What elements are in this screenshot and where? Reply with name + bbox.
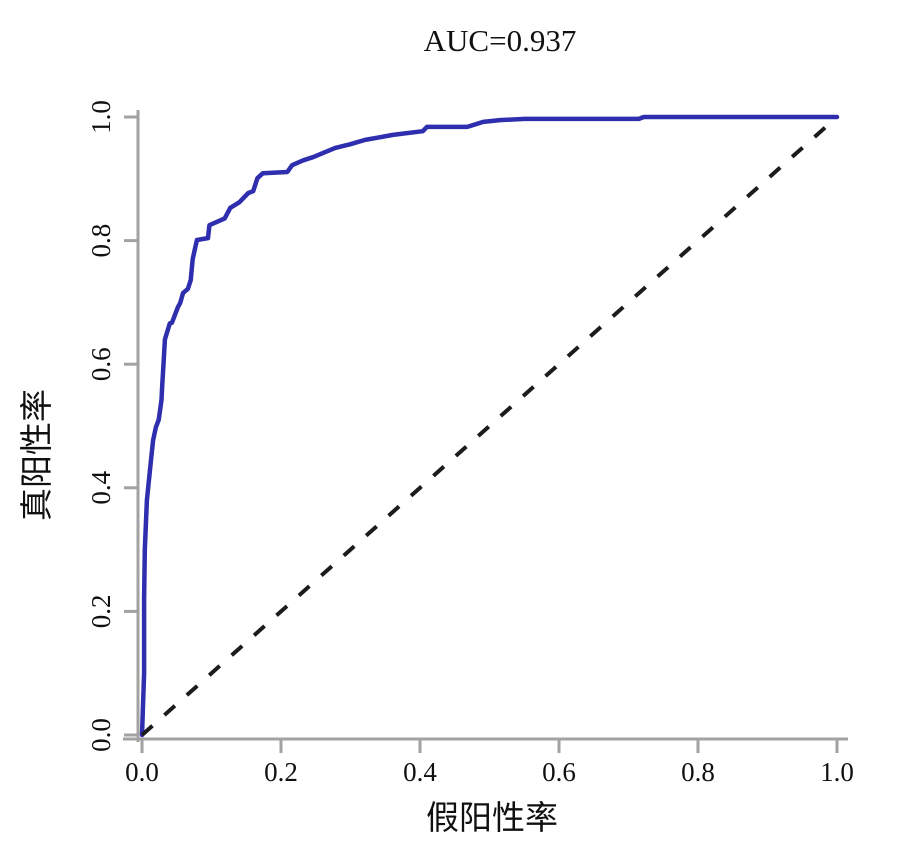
chart-title: AUC=0.937 [424, 23, 577, 58]
y-tick-label: 0.2 [86, 595, 116, 629]
axes-layer: 0.0 0.2 0.4 0.6 0.8 1.0 0.0 0.2 0.4 0.6 0.8 1.0 [86, 100, 854, 787]
x-tick-label: 0.2 [264, 757, 298, 787]
y-axis-label: 真阳性率 [19, 389, 56, 521]
roc-curve-line [139, 114, 840, 738]
x-axis-label: 假阳性率 [426, 800, 558, 837]
x-tick-label: 1.0 [820, 757, 854, 787]
x-tick-label: 0.4 [403, 757, 437, 787]
chance-diagonal-line [140, 115, 839, 737]
y-tick-label: 0.0 [86, 718, 116, 752]
series-layer [139, 114, 840, 738]
y-tick-label: 0.6 [86, 347, 116, 381]
y-tick-label: 1.0 [86, 100, 116, 134]
y-tick-label: 0.4 [86, 470, 116, 504]
x-tick-label: 0.6 [542, 757, 576, 787]
y-tick-label: 0.8 [86, 224, 116, 258]
x-tick-label: 0.8 [681, 757, 715, 787]
x-tick-label: 0.0 [125, 757, 159, 787]
